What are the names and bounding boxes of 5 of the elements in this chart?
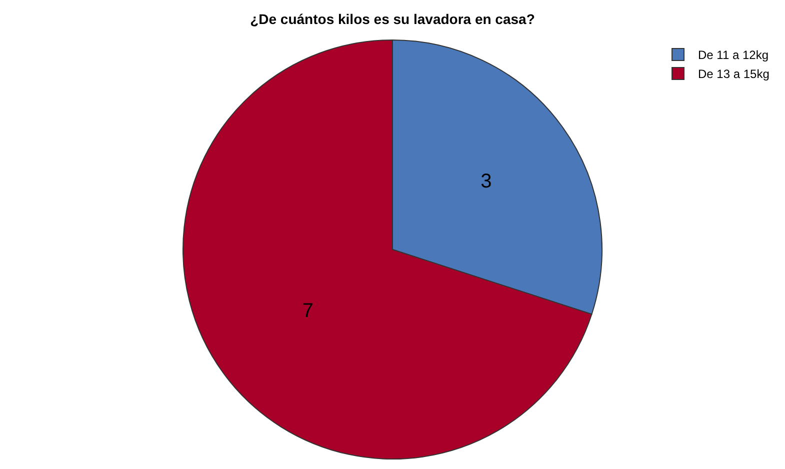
data-label: 3 <box>480 170 492 192</box>
legend-label: De 13 a 15kg <box>698 67 770 82</box>
legend-label: De 11 a 12kg <box>698 48 768 62</box>
data-label: 7 <box>302 300 314 322</box>
chart-title: ¿De cuántos kilos es su lavadora en casa? <box>250 10 535 27</box>
